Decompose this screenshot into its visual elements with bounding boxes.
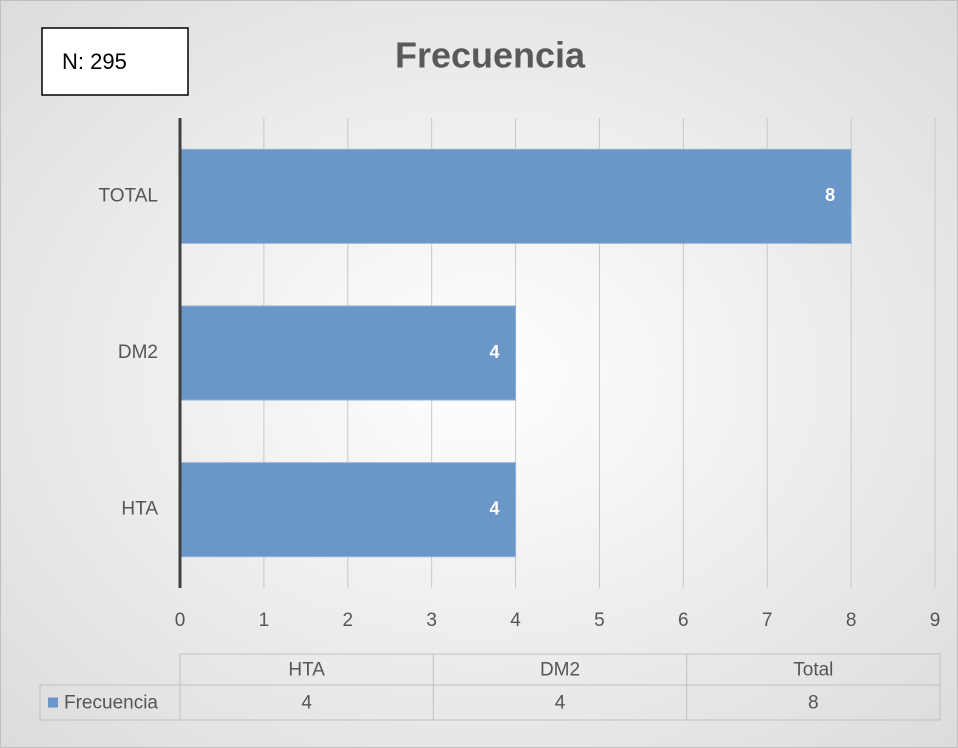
legend-swatch <box>48 697 58 708</box>
table-header: DM2 <box>540 660 580 681</box>
table-cell <box>39 684 941 721</box>
x-tick-label: 9 <box>930 610 941 631</box>
table-value: 4 <box>301 693 312 714</box>
legend-label: Frecuencia <box>64 693 158 714</box>
table-header: HTA <box>288 660 325 681</box>
bar <box>179 305 517 401</box>
y-tick-label: DM2 <box>118 342 158 363</box>
annotation: N: 295 <box>62 49 127 74</box>
data-label: 4 <box>490 498 500 518</box>
x-tick-label: 7 <box>762 610 773 631</box>
x-tick-label: 6 <box>678 610 689 631</box>
y-tick-label: HTA <box>121 499 158 520</box>
chart-title: Frecuencia <box>395 35 586 76</box>
table-value: 8 <box>808 693 819 714</box>
y-tick-label: TOTAL <box>99 185 158 206</box>
x-tick-label: 3 <box>426 610 437 631</box>
table-value: 4 <box>555 693 566 714</box>
annotation-box <box>41 27 189 96</box>
x-tick-label: 1 <box>259 610 270 631</box>
x-tick-label: 0 <box>175 610 186 631</box>
x-tick-label: 5 <box>594 610 605 631</box>
data-label: 8 <box>825 185 835 205</box>
x-tick-label: 8 <box>846 610 857 631</box>
table-header: Total <box>793 660 833 681</box>
bar <box>179 462 517 558</box>
x-tick-label: 2 <box>342 610 353 631</box>
x-tick-label: 4 <box>510 610 521 631</box>
bar <box>179 148 852 244</box>
data-label: 4 <box>490 342 500 362</box>
